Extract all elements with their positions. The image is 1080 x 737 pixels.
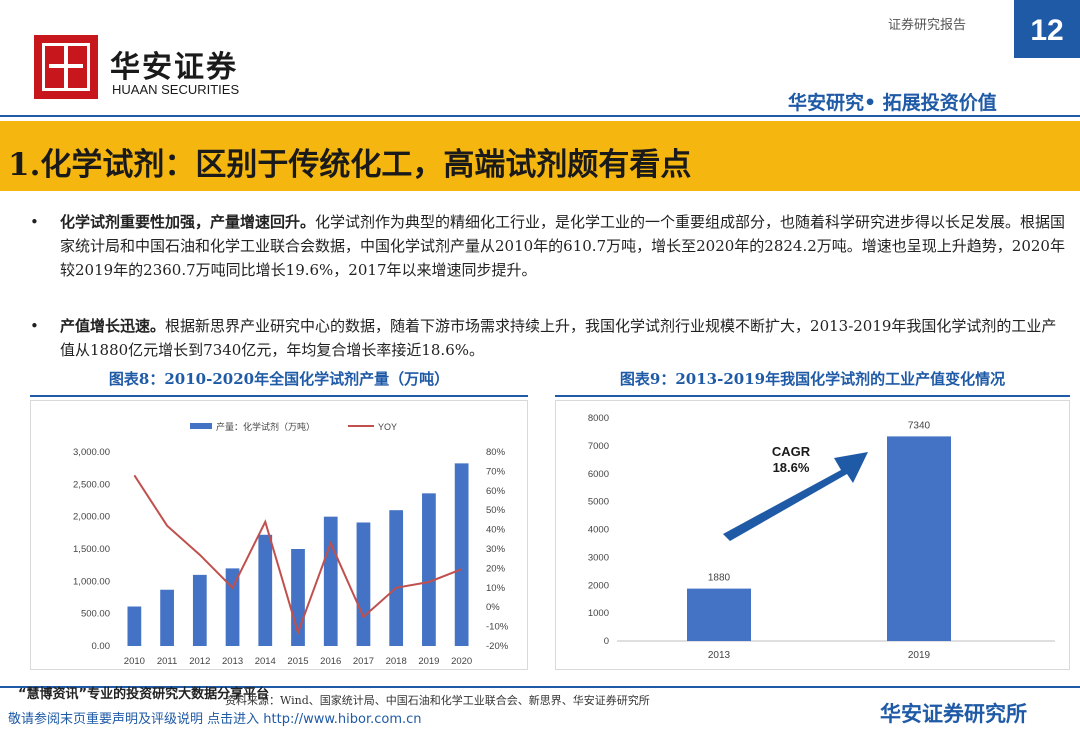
cagr-label: CAGR: [772, 444, 811, 459]
legend-swatch-production: [190, 423, 212, 429]
y-right-tick-label: -10%: [486, 622, 509, 633]
y-tick-label: 5000: [588, 497, 609, 508]
x-tick-label: 2011: [157, 656, 177, 667]
company-logo-seal: [34, 35, 98, 99]
y-tick-label: 6000: [588, 469, 609, 480]
y-left-tick-label: 500.00: [81, 609, 110, 620]
paragraph-heading: 化学试剂重要性加强，产量增速回升。: [60, 213, 316, 231]
y-tick-label: 7000: [588, 441, 609, 452]
bar-production: [192, 574, 207, 646]
logo-english-name: HUAAN SECURITIES: [112, 82, 240, 97]
y-left-tick-label: 1,000.00: [73, 576, 110, 587]
y-left-tick-label: 3,000.00: [73, 447, 110, 458]
y-tick-label: 2000: [588, 580, 609, 591]
y-right-tick-label: 80%: [486, 447, 506, 458]
x-tick-label: 2010: [124, 656, 145, 667]
y-left-tick-label: 2,000.00: [73, 512, 110, 523]
yoy-line: [133, 474, 463, 636]
y-left-tick-label: 0.00: [92, 641, 111, 652]
bar-production: [160, 589, 174, 646]
y-right-tick-label: 40%: [486, 525, 506, 536]
chart9-border: [555, 400, 1070, 670]
legend-label-production: 产量：化学试剂（万吨）: [216, 421, 315, 432]
y-tick-label: 0: [604, 636, 609, 647]
header-slogan: 华安研究• 拓展投资价值: [788, 92, 997, 114]
figure9-caption: 图表9：2013-2019年我国化学试剂的工业产值变化情况: [619, 370, 1006, 388]
page-title: 1.化学试剂：区别于传统化工，高端试剂颇有看点: [8, 147, 692, 183]
y-tick-label: 1000: [588, 608, 609, 619]
footer-organization: 华安证券研究所: [880, 702, 1027, 726]
watermark-link[interactable]: 敬请参阅末页重要声明及评级说明 点击进入 http://www.hibor.co…: [8, 712, 422, 727]
y-tick-label: 3000: [588, 552, 609, 563]
footer-divider: [0, 686, 1080, 688]
legend-label-yoy: YOY: [378, 422, 397, 432]
bar-data-label: 1880: [708, 573, 731, 584]
y-right-tick-label: 70%: [486, 466, 506, 477]
y-tick-label: 4000: [588, 525, 609, 536]
y-right-tick-label: 20%: [486, 563, 506, 574]
title-banner: [0, 121, 1080, 191]
x-tick-label: 2014: [255, 656, 276, 667]
bar-data-label: 7340: [908, 420, 931, 431]
logo-chinese-name: 华安证券: [110, 50, 238, 85]
paragraph-heading: 产值增长迅速。: [60, 317, 166, 335]
x-tick-label: 2016: [320, 656, 341, 667]
x-tick-label: 2020: [451, 656, 472, 667]
y-right-tick-label: -20%: [486, 641, 509, 652]
bar-production: [422, 493, 436, 646]
y-right-tick-label: 60%: [486, 486, 506, 497]
figure8-caption: 图表8：2010-2020年全国化学试剂产量（万吨）: [108, 370, 450, 388]
cagr-arrow: [723, 452, 868, 541]
y-left-tick-label: 2,500.00: [73, 479, 110, 490]
report-type-label: 证券研究报告: [888, 18, 967, 33]
y-right-tick-label: 0%: [486, 602, 500, 613]
bar-production: [225, 568, 240, 646]
figure9-caption-rule: [555, 395, 1070, 397]
cagr-value: 18.6%: [773, 460, 810, 475]
bar-production: [127, 606, 142, 646]
watermark-platform: “慧博资讯”专业的投资研究大数据分享平台: [18, 687, 270, 702]
bar-production: [389, 510, 404, 646]
x-tick-label: 2012: [189, 656, 210, 667]
y-right-tick-label: 10%: [486, 583, 506, 594]
output-value-chart: 0 1000 2000 3000 4000 5000 6000 7000 8000 1880 201…: [555, 400, 1070, 670]
source-note: 资料来源：Wind、国家统计局、中国石油和化学工业联合会、新思界、华安证券研究所: [225, 694, 650, 707]
chart8-frame: [30, 400, 528, 670]
paragraph-body: 根据新思界产业研究中心的数据，随着下游市场需求持续上升，我国化学试剂行业规模不断…: [60, 317, 1057, 359]
bar-production: [258, 534, 273, 646]
x-tick-label: 2013: [708, 650, 731, 661]
x-tick-label: 2019: [908, 650, 931, 661]
x-tick-label: 2018: [386, 656, 407, 667]
paragraph-body: 化学试剂作为典型的精细化工行业，是化学工业的一个重要组成部分，也随着科学研究进步…: [60, 213, 1066, 279]
page-number: 12: [1014, 0, 1080, 58]
production-chart: 产量：化学试剂（万吨） YOY 0.00 500.00 1,000.00 1,500.00…: [73, 421, 509, 667]
x-tick-label: 2013: [222, 656, 243, 667]
bullet-marker: •: [30, 317, 39, 335]
bar-production: [356, 522, 371, 646]
figure8-caption-rule: [30, 395, 528, 397]
bar-output-value: [887, 436, 951, 641]
bullet-marker: •: [30, 213, 39, 231]
bar-production: [323, 516, 338, 646]
bar-output-value: [687, 588, 751, 641]
y-right-tick-label: 30%: [486, 544, 506, 555]
x-tick-label: 2015: [287, 656, 308, 667]
y-tick-label: 8000: [588, 413, 609, 424]
x-tick-label: 2019: [418, 656, 439, 667]
y-right-tick-label: 50%: [486, 505, 506, 516]
y-left-tick-label: 1,500.00: [73, 544, 110, 555]
bar-production: [454, 463, 469, 646]
x-tick-label: 2017: [353, 656, 374, 667]
paragraph-production: • 化学试剂重要性加强，产量增速回升。化学试剂作为典型的精细化工行业，是化学工业…: [30, 210, 1070, 282]
header-divider: [0, 115, 1080, 117]
paragraph-output-value: • 产值增长迅速。根据新思界产业研究中心的数据，随着下游市场需求持续上升，我国化…: [30, 314, 1070, 362]
